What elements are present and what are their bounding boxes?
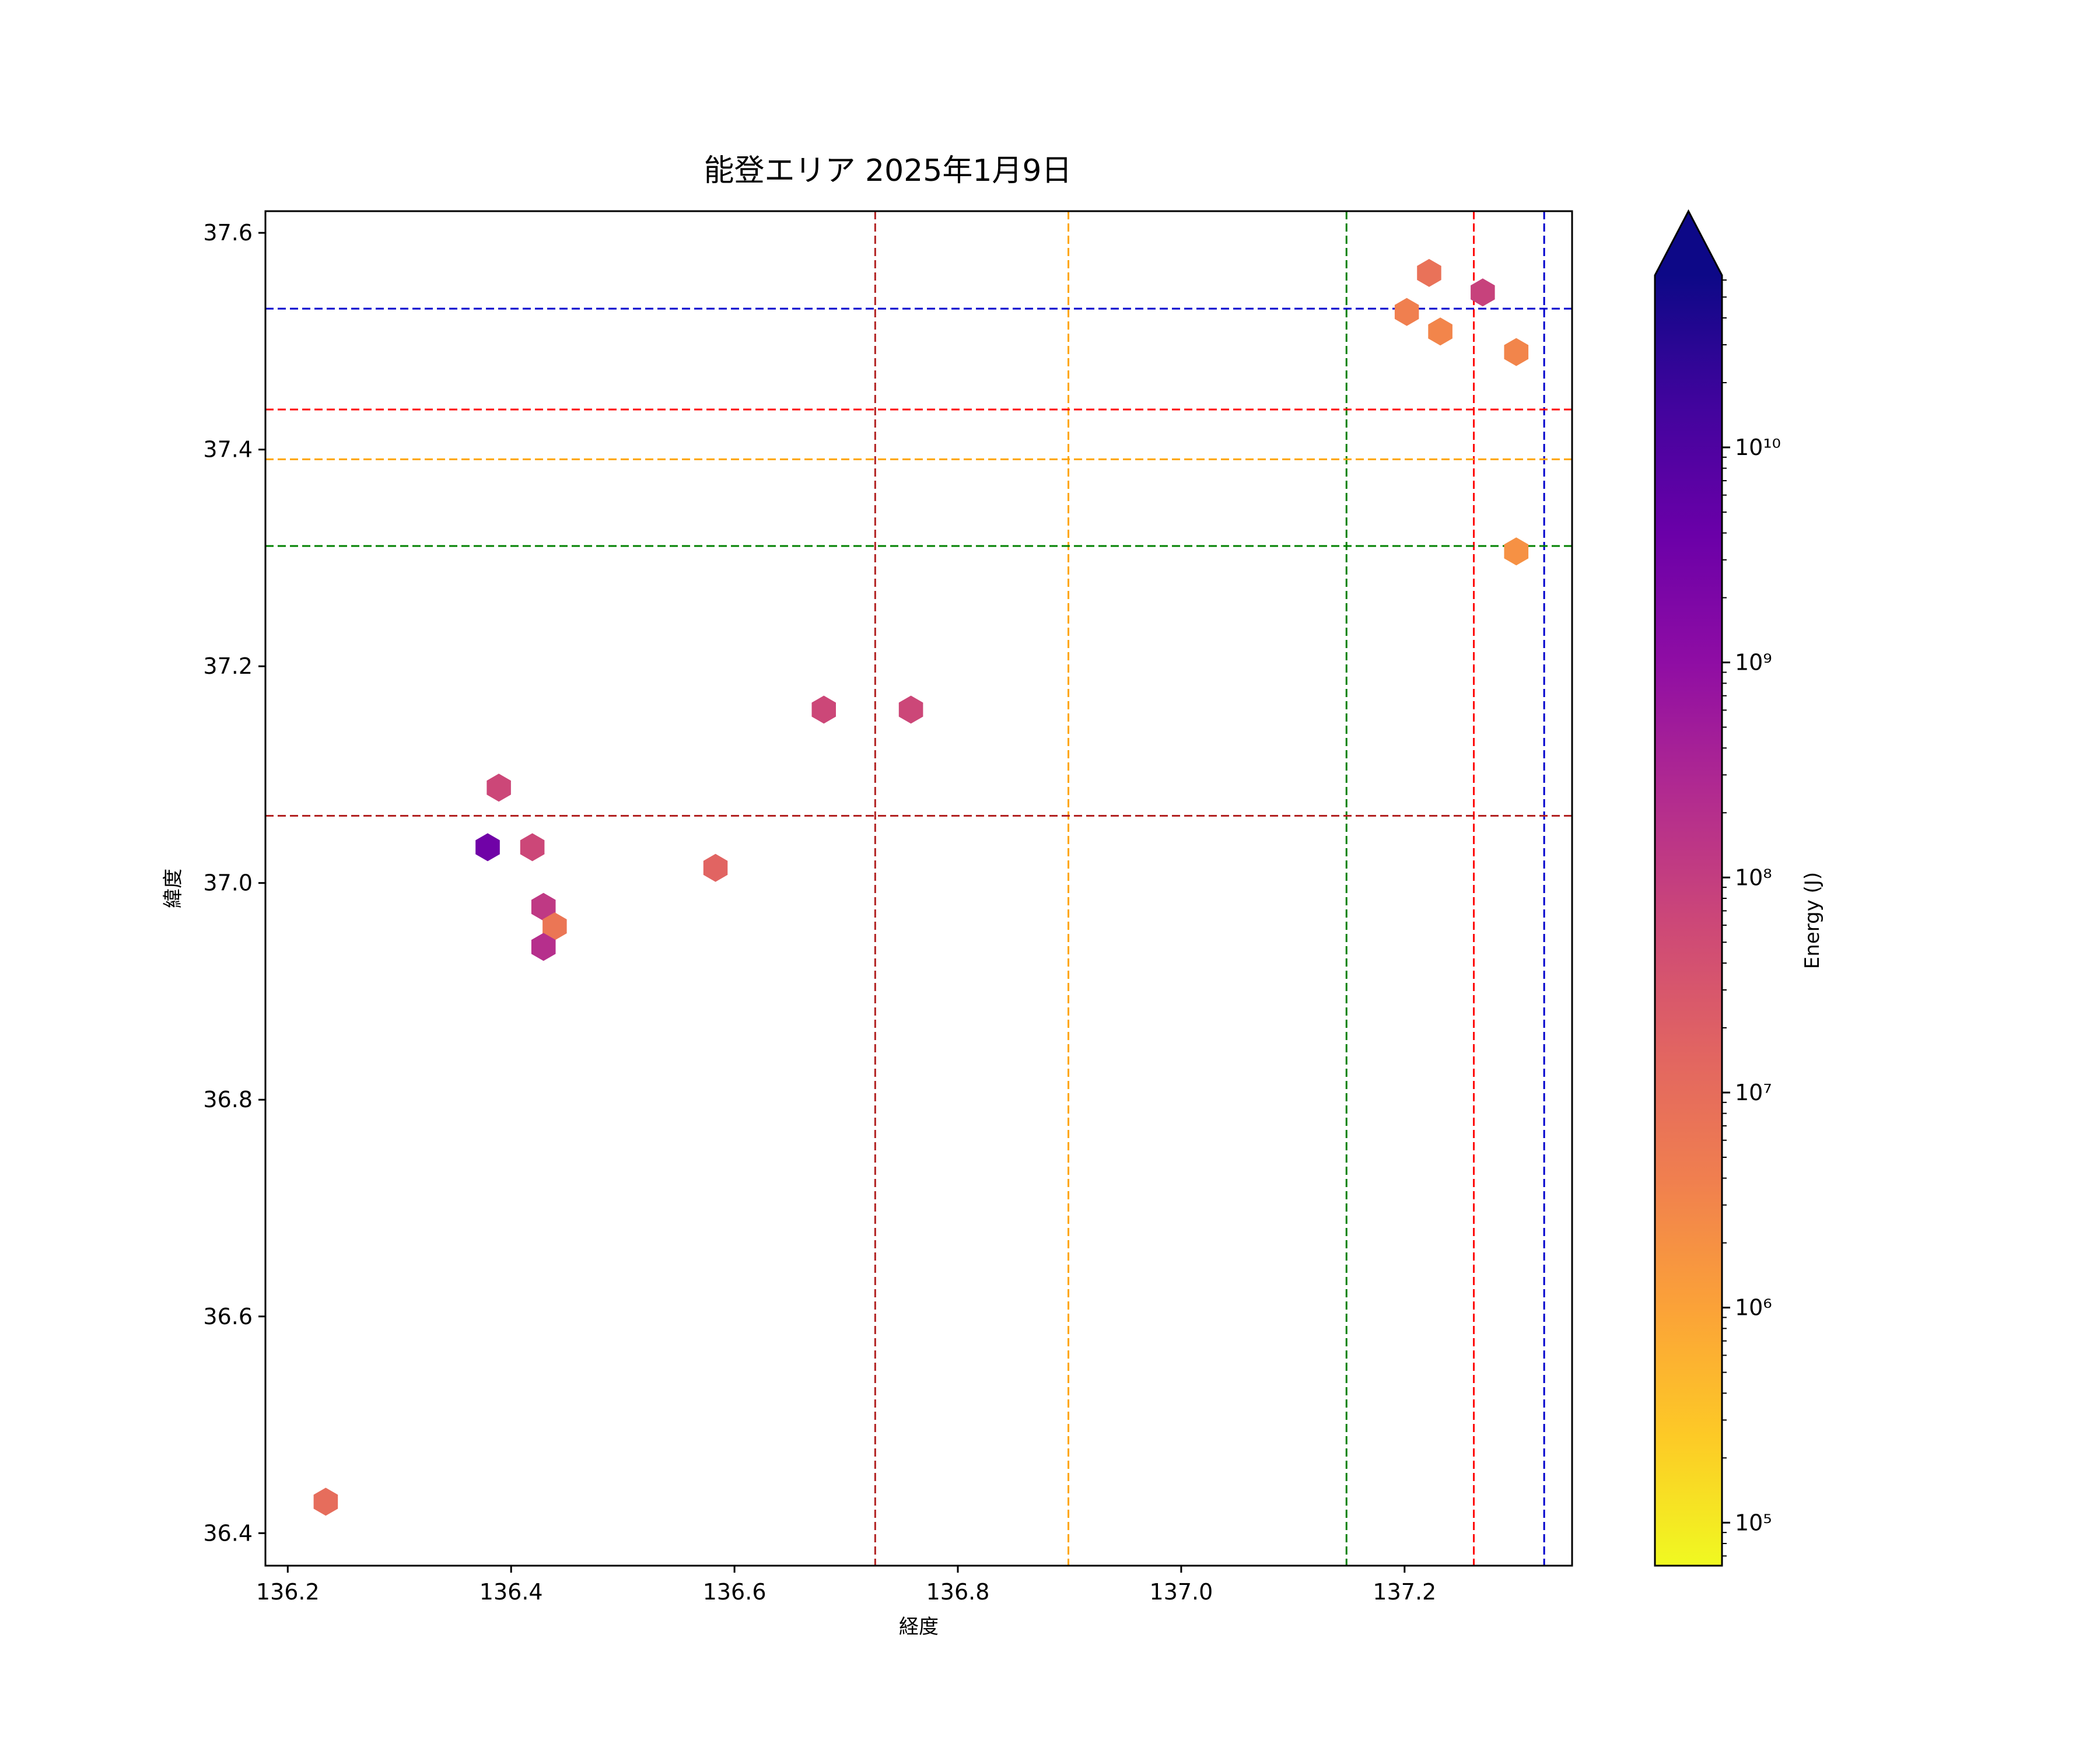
x-tick-label: 136.8 bbox=[926, 1579, 990, 1605]
colorbar-tick-label: 10⁷ bbox=[1735, 1080, 1772, 1105]
colorbar-label: Energy (J) bbox=[1801, 872, 1824, 969]
data-point bbox=[475, 833, 500, 862]
colorbar-tick-label: 10⁶ bbox=[1735, 1295, 1772, 1321]
y-tick-label: 37.4 bbox=[203, 437, 253, 463]
colorbar-gradient bbox=[1655, 275, 1722, 1566]
plot-area bbox=[265, 211, 1572, 1566]
data-point bbox=[1504, 537, 1529, 566]
y-axis: 36.4 36.6 36.8 37.0 37.2 37.4 37.6 bbox=[203, 220, 265, 1546]
x-axis: 136.2 136.4 136.6 136.8 137.0 137.2 bbox=[256, 1566, 1436, 1605]
data-point bbox=[1471, 278, 1495, 307]
x-tick-label: 137.0 bbox=[1150, 1579, 1213, 1605]
reference-lines bbox=[265, 211, 1572, 1566]
data-points bbox=[313, 258, 1529, 1516]
data-point bbox=[520, 833, 545, 862]
x-axis-label: 経度 bbox=[899, 1615, 939, 1639]
colorbar-ticks: 10⁵ 10⁶ 10⁷ 10⁸ 10⁹ 10¹⁰ bbox=[1722, 279, 1781, 1557]
colorbar-tick-label: 10⁸ bbox=[1735, 864, 1772, 890]
y-tick-label: 36.4 bbox=[203, 1520, 253, 1546]
data-point bbox=[811, 695, 836, 724]
data-point bbox=[531, 892, 556, 921]
data-point bbox=[487, 774, 511, 802]
chart-title: 能登エリア 2025年1月9日 bbox=[704, 153, 1072, 188]
data-point bbox=[1394, 298, 1419, 326]
x-tick-label: 136.2 bbox=[256, 1579, 320, 1605]
colorbar-tick-label: 10¹⁰ bbox=[1735, 435, 1781, 460]
y-tick-label: 36.6 bbox=[203, 1304, 253, 1329]
x-tick-label: 136.6 bbox=[703, 1579, 766, 1605]
x-tick-label: 136.4 bbox=[480, 1579, 543, 1605]
data-point bbox=[703, 853, 728, 882]
data-point bbox=[531, 933, 556, 961]
colorbar-extend-arrow bbox=[1655, 211, 1722, 275]
data-point bbox=[1417, 258, 1441, 287]
y-tick-label: 37.0 bbox=[203, 870, 253, 896]
data-point bbox=[313, 1488, 338, 1516]
colorbar-outline bbox=[1654, 209, 1723, 1567]
data-point bbox=[898, 695, 923, 724]
y-tick-label: 37.2 bbox=[203, 653, 253, 679]
colorbar-tick-label: 10⁹ bbox=[1735, 650, 1772, 676]
plot-frame bbox=[264, 210, 1573, 1567]
colorbar-tick-label: 10⁵ bbox=[1735, 1510, 1772, 1535]
data-point bbox=[1428, 317, 1452, 346]
x-tick-label: 137.2 bbox=[1373, 1579, 1436, 1605]
y-tick-label: 37.6 bbox=[203, 220, 253, 246]
data-point bbox=[1504, 338, 1529, 366]
y-axis-label: 緯度 bbox=[162, 869, 185, 908]
y-tick-label: 36.8 bbox=[203, 1087, 253, 1112]
colorbar: 10⁵ 10⁶ 10⁷ 10⁸ 10⁹ 10¹⁰ Energy (J) bbox=[1654, 209, 1824, 1567]
data-point bbox=[542, 912, 567, 940]
